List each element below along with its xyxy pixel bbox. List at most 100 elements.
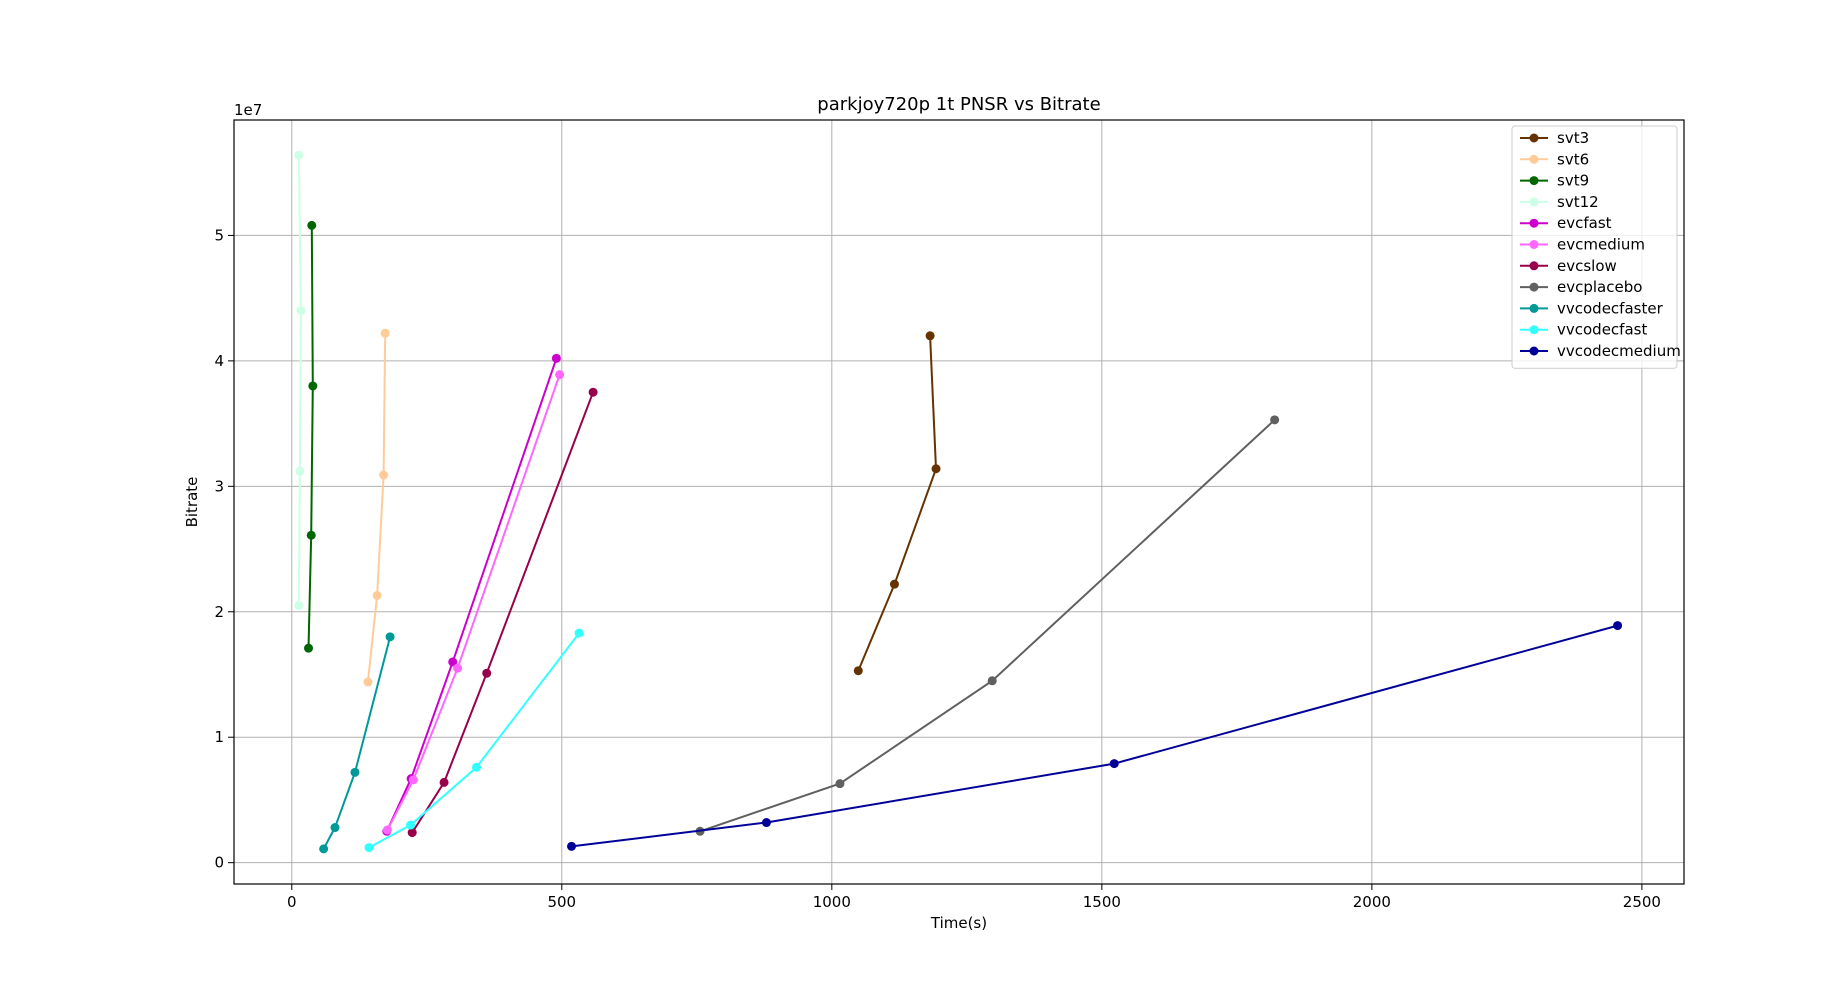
legend-item-vvcodecfaster: vvcodecfaster xyxy=(1520,299,1664,317)
series-line-evcslow xyxy=(411,391,595,834)
legend-label: svt9 xyxy=(1557,172,1589,190)
legend-item-svt12: svt12 xyxy=(1520,193,1599,211)
series-line-svt3 xyxy=(857,335,938,672)
data-point-svt6 xyxy=(380,328,390,338)
series-line-svt6 xyxy=(366,333,387,683)
x-tick-label: 1000 xyxy=(813,893,851,911)
series-svt3 xyxy=(853,331,941,676)
legend-swatch-marker xyxy=(1529,325,1539,335)
legend-item-evcplacebo: evcplacebo xyxy=(1520,278,1642,296)
legend-item-vvcodecfast: vvcodecfast xyxy=(1520,321,1647,339)
data-point-svt12 xyxy=(294,600,304,610)
series-vvcodecfast xyxy=(364,628,584,853)
data-point-svt6 xyxy=(363,677,373,687)
legend-label: svt6 xyxy=(1557,150,1589,168)
legend-label: svt3 xyxy=(1557,129,1589,147)
y-tick-label: 0 xyxy=(214,854,224,872)
data-point-vvcodecmedium xyxy=(1109,759,1119,769)
series-svt12 xyxy=(294,150,306,610)
legend-item-vvcodecmedium: vvcodecmedium xyxy=(1520,342,1681,360)
series-line-evcfast xyxy=(385,358,558,832)
series-evcmedium xyxy=(382,370,565,835)
legend-label: evcplacebo xyxy=(1557,278,1642,296)
series-svt6 xyxy=(363,328,390,687)
legend-item-svt3: svt3 xyxy=(1520,129,1589,147)
legend-label: svt12 xyxy=(1557,193,1599,211)
legend-box xyxy=(1511,125,1678,369)
data-point-svt12 xyxy=(294,150,304,160)
legend-swatch-marker xyxy=(1529,240,1539,249)
series-vvcodecfaster xyxy=(319,632,395,854)
data-point-svt9 xyxy=(307,220,317,230)
data-point-vvcodecfast xyxy=(364,843,374,853)
grid-lines xyxy=(234,120,1684,884)
data-point-evcplacebo xyxy=(835,779,845,789)
series-vvcodecmedium xyxy=(567,621,1623,851)
legend-item-svt6: svt6 xyxy=(1520,150,1589,168)
legend-swatch-marker xyxy=(1529,218,1539,228)
legend-label: vvcodecfast xyxy=(1557,321,1647,339)
legend-swatch-marker xyxy=(1529,346,1539,356)
series-evcslow xyxy=(407,387,598,838)
legend-item-svt9: svt9 xyxy=(1520,172,1589,190)
x-tick-label: 1500 xyxy=(1083,893,1121,911)
x-tick-label: 2500 xyxy=(1623,893,1661,911)
y-tick-label: 2 xyxy=(214,603,224,621)
y-axis-label: Bitrate xyxy=(183,477,201,528)
series-line-vvcodecfast xyxy=(368,632,580,849)
legend-item-evcslow: evcslow xyxy=(1520,257,1617,275)
series-svt9 xyxy=(304,220,318,653)
legend-swatch-marker xyxy=(1529,197,1539,207)
data-point-vvcodecfaster xyxy=(319,844,329,854)
legend-item-evcmedium: evcmedium xyxy=(1520,236,1645,254)
series-line-vvcodecfaster xyxy=(322,636,392,850)
legend-label: evcfast xyxy=(1557,214,1612,232)
x-tick-label: 2000 xyxy=(1353,893,1391,911)
data-point-svt12 xyxy=(296,306,306,316)
axis-ticks: 0 500 1000 1500 2000 2500 0 1 2 3 4 5 xyxy=(214,226,1661,911)
data-point-evcslow xyxy=(482,668,492,678)
data-point-evcfast xyxy=(551,353,561,363)
legend-swatch-marker xyxy=(1529,282,1539,292)
y-tick-label: 4 xyxy=(214,352,224,370)
data-point-evcslow xyxy=(407,828,417,838)
data-point-evcmedium xyxy=(453,663,463,673)
series-line-svt12 xyxy=(297,155,303,606)
legend-swatch-marker xyxy=(1529,261,1539,271)
data-point-vvcodecfaster xyxy=(330,823,340,833)
series-line-svt9 xyxy=(307,225,314,649)
data-point-vvcodecfaster xyxy=(385,632,395,642)
data-point-svt3 xyxy=(931,464,941,474)
data-point-vvcodecfast xyxy=(574,628,584,638)
data-point-evcplacebo xyxy=(987,676,997,686)
legend-swatch-marker xyxy=(1529,133,1539,143)
data-point-svt9 xyxy=(304,643,314,653)
data-point-vvcodecfast xyxy=(471,762,481,772)
data-point-svt3 xyxy=(925,331,935,341)
data-point-vvcodecmedium xyxy=(1613,621,1623,631)
series-line-evcmedium xyxy=(386,374,561,831)
data-point-evcfast xyxy=(448,657,458,667)
series-evcplacebo xyxy=(695,415,1280,836)
legend-item-evcfast: evcfast xyxy=(1520,214,1612,232)
legend-swatch-marker xyxy=(1529,303,1539,313)
legend-label: vvcodecmedium xyxy=(1557,342,1681,360)
plot-frame xyxy=(233,119,1685,885)
y-tick-label: 1 xyxy=(214,728,224,746)
data-point-svt9 xyxy=(306,530,316,540)
data-point-vvcodecfaster xyxy=(350,767,360,777)
y-axis-offset-label: 1e7 xyxy=(234,101,262,119)
legend: svt3 svt6 svt9 svt12 evcfast evcmedium evcslow… xyxy=(1511,125,1681,369)
data-point-svt6 xyxy=(372,590,382,600)
x-tick-label: 500 xyxy=(547,893,576,911)
y-tick-label: 5 xyxy=(214,226,224,244)
data-point-evcslow xyxy=(588,387,598,397)
data-point-svt3 xyxy=(853,666,863,676)
legend-swatch-marker xyxy=(1529,154,1539,164)
data-point-evcmedium xyxy=(382,825,392,835)
series-evcfast xyxy=(382,353,561,836)
data-point-evcmedium xyxy=(408,775,418,785)
legend-label: evcslow xyxy=(1557,257,1617,275)
chart-title: parkjoy720p 1t PNSR vs Bitrate xyxy=(817,94,1100,115)
